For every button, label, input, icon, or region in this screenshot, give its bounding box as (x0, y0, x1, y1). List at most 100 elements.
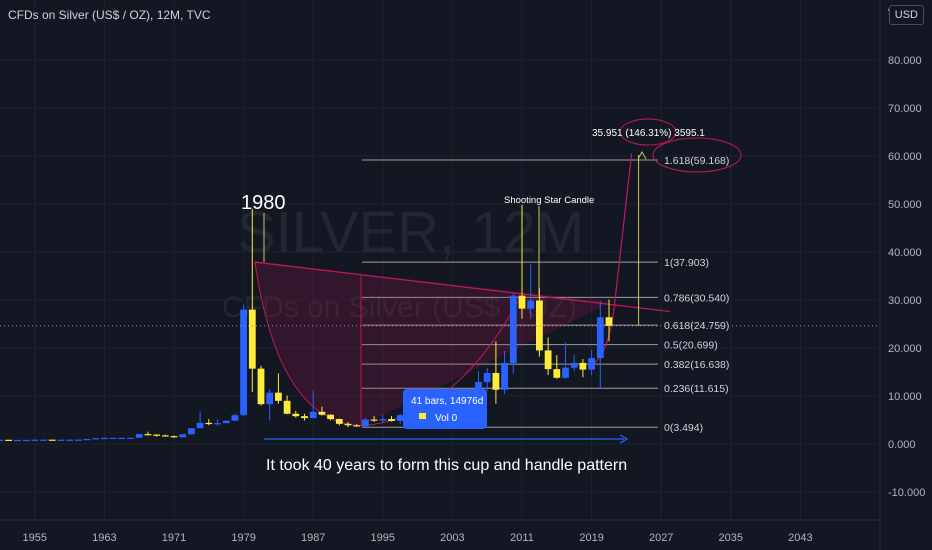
time-tick-label: 1963 (92, 532, 116, 544)
candle (83, 438, 91, 441)
candle (492, 341, 500, 404)
candle-body (214, 423, 221, 425)
candle-body (231, 415, 239, 421)
candle-body (5, 439, 13, 441)
time-tick-label: 1979 (231, 532, 255, 544)
candle (370, 416, 378, 422)
price-tick-label: 0.000 (888, 439, 916, 451)
candle-body (596, 317, 604, 359)
price-tick-label: 10.000 (888, 391, 922, 403)
candle-body (570, 362, 578, 368)
price-tick-label: 60.000 (888, 151, 922, 163)
candle-body (318, 411, 326, 415)
time-tick-label: 1955 (23, 532, 47, 544)
target-highlight-ellipse (652, 137, 742, 173)
candle-body (544, 350, 552, 370)
candle (153, 434, 160, 437)
time-tick-label: 2035 (719, 532, 743, 544)
candle-body (14, 439, 21, 442)
price-tick-label: 50.000 (888, 199, 922, 211)
candle-body (301, 416, 308, 419)
candle (74, 439, 82, 441)
candle (396, 413, 404, 424)
candle (257, 365, 265, 406)
time-tick-label: 2003 (440, 532, 464, 544)
candle-body (370, 419, 378, 421)
candle (144, 431, 152, 436)
candle-body (22, 439, 30, 442)
fib-level-label: 0.382(16.638) (664, 359, 729, 371)
candle-body (222, 420, 230, 424)
candle-body (518, 295, 526, 309)
overlay: 1980 Shooting Star Candle 35.951 (146.31%)… (0, 128, 931, 474)
candle-body (161, 435, 169, 437)
fib-level-label: 0.786(30.540) (664, 292, 729, 304)
candle (283, 395, 291, 415)
fib-level-label: 0.236(11.615) (664, 383, 729, 395)
candle (275, 373, 282, 404)
candle-body (57, 439, 65, 441)
price-axis[interactable]: 80.000 70.000 60.000 50.000 40.000 30.000 20.0… (879, 0, 932, 550)
candle-body (553, 369, 561, 378)
candle (66, 439, 73, 441)
candle (196, 411, 204, 429)
projection-curve (589, 153, 633, 366)
candle (483, 368, 491, 391)
fib-level-label: 1.618(59.168) (664, 155, 729, 167)
time-tick-label: 1987 (301, 532, 325, 544)
caption-text: It took 40 years to form this cup and ha… (266, 457, 627, 474)
candle (40, 439, 47, 441)
price-tick-label: -10.000 (888, 487, 925, 499)
fib-level-label: 0(3.494) (664, 422, 703, 434)
candle (553, 355, 561, 379)
watermark-description: CFDs on Silver (US$ / OZ) (222, 291, 577, 324)
candle-body (179, 434, 187, 438)
candle (388, 416, 395, 422)
candle (344, 421, 352, 428)
candle-body (40, 439, 47, 441)
candle-body (0, 439, 4, 441)
candle-body (483, 372, 491, 383)
candle (509, 293, 517, 374)
measure-tooltip-vol: Vol 0 (435, 413, 458, 424)
time-tick-label: 2011 (510, 532, 534, 544)
candle-body (257, 368, 265, 405)
candle (527, 264, 535, 319)
fib-level-label: 0.5(20.699) (664, 340, 718, 352)
candle-body (48, 439, 56, 441)
measure-label: 35.951 (146.31%) 3595.1 (592, 128, 705, 139)
candle-body (379, 419, 387, 421)
candle-body (196, 422, 204, 429)
candle (518, 204, 526, 319)
time-tick-label: 1971 (162, 532, 186, 544)
candle-body (588, 358, 595, 370)
candle (109, 437, 117, 440)
candle (5, 439, 13, 441)
candle-body (344, 423, 352, 426)
candle-body (501, 362, 508, 390)
price-tick-label: 40.000 (888, 247, 922, 259)
candle (544, 337, 552, 375)
candle-body (83, 439, 91, 441)
price-tick-label: 20.000 (888, 343, 922, 355)
candle (596, 300, 604, 389)
candle (570, 354, 578, 372)
price-tick-label: 80.000 (888, 55, 922, 67)
price-axis-bg (880, 0, 932, 550)
candle-body (74, 439, 82, 441)
watermark-symbol: SILVER, 12M (237, 200, 584, 265)
candle-body (388, 419, 395, 421)
candle (362, 418, 369, 428)
candle-body (170, 436, 178, 438)
candle (536, 288, 543, 357)
candle (588, 349, 595, 376)
time-axis[interactable]: 1955 1963 1971 1979 1987 1995 2003 2011 2019 2027… (0, 519, 880, 544)
chart-title[interactable]: CFDs on Silver (US$ / OZ), 12M, TVC (8, 8, 211, 22)
currency-badge[interactable]: USD (888, 5, 924, 25)
candle-body (605, 317, 613, 326)
candle-body (509, 295, 517, 363)
price-tick-label: 30.000 (888, 295, 922, 307)
candle-body (101, 437, 108, 440)
target-arrow-head (637, 150, 647, 160)
